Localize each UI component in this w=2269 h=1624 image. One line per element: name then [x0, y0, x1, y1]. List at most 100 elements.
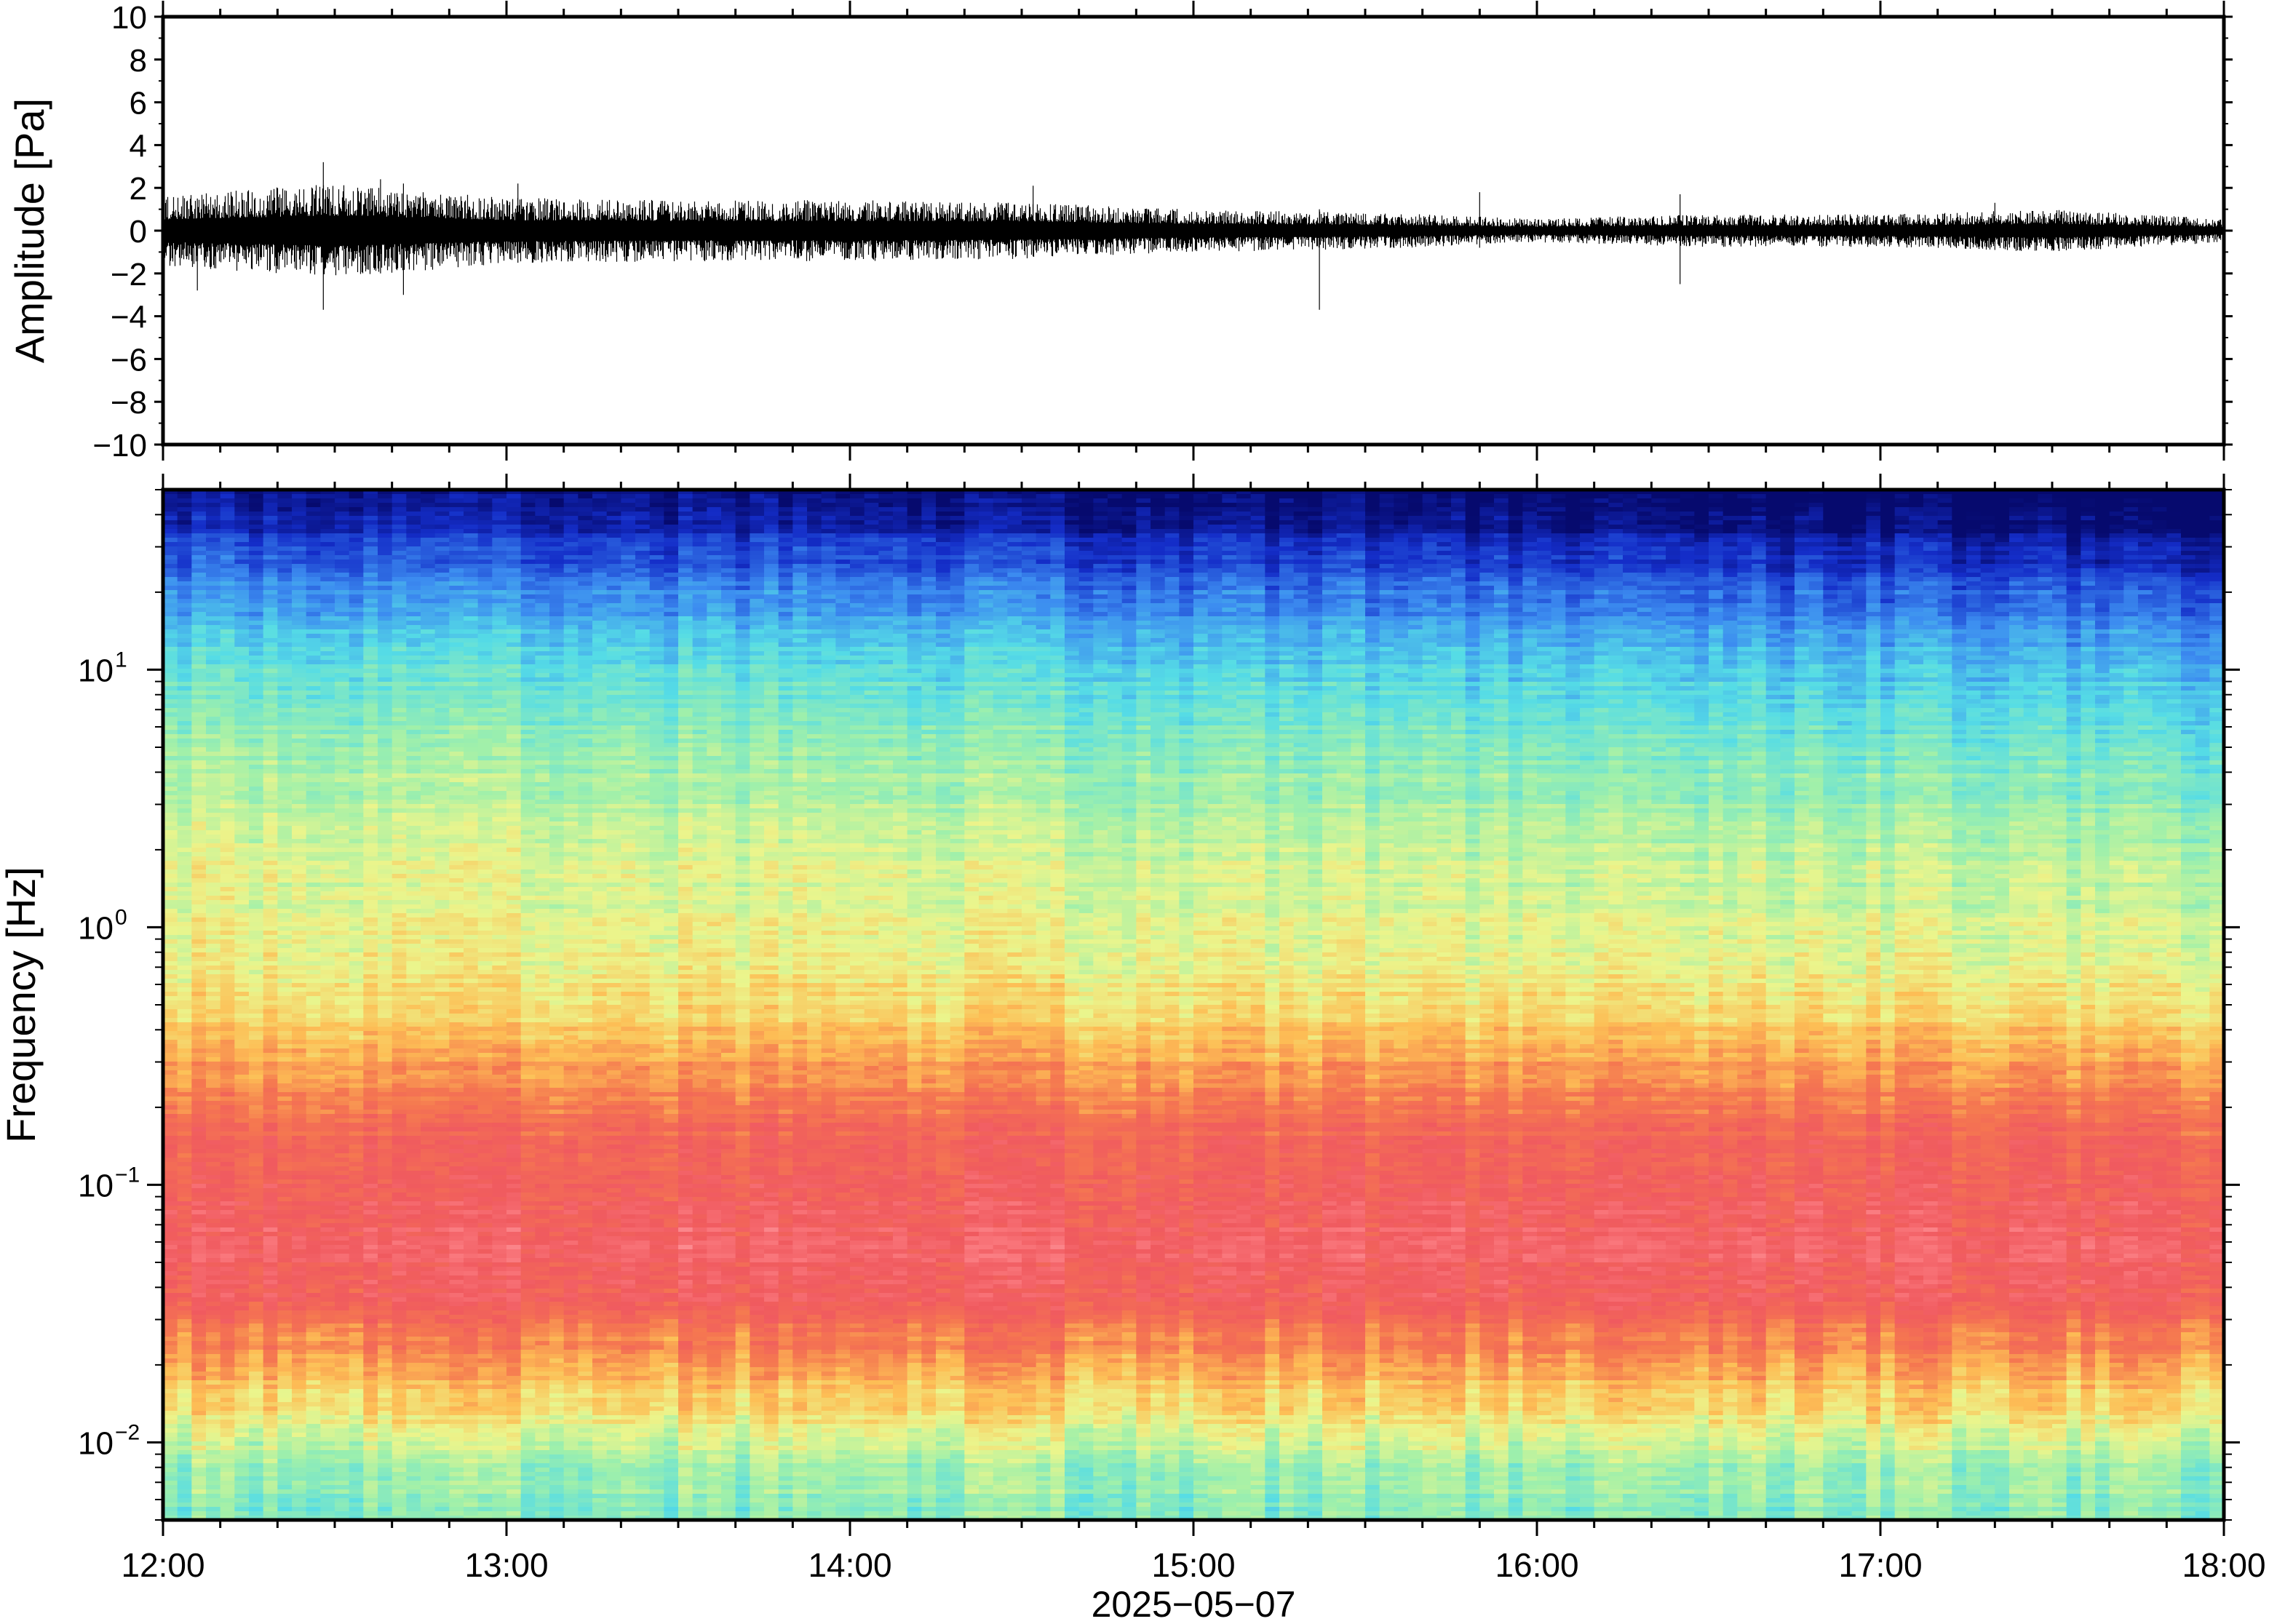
spectrogram-cell	[792, 507, 807, 512]
spectrogram-cell	[2095, 512, 2110, 517]
spectrogram-cell	[1394, 533, 1408, 538]
spectrogram-cell	[2153, 599, 2167, 604]
spectrogram-cell	[693, 512, 707, 517]
spectrogram-cell	[1637, 616, 1652, 621]
spectrogram-cell	[1880, 498, 1895, 503]
spectrogram-cell	[1565, 494, 1580, 499]
spectrogram-cell	[1723, 529, 1738, 534]
spectrogram-cell	[907, 546, 922, 552]
spectrogram-cell	[1565, 603, 1580, 608]
spectrogram-cell	[865, 594, 879, 600]
spectrogram-cell	[506, 634, 521, 639]
spectrogram-cell	[979, 634, 993, 639]
spectrogram-cell	[220, 573, 235, 578]
spectrogram-cell	[650, 629, 664, 634]
spectrogram-cell	[378, 533, 392, 538]
spectrogram-cell	[1337, 625, 1351, 630]
spectrogram-cell	[1651, 538, 1666, 543]
spectrogram-cell	[764, 560, 779, 565]
spectrogram-cell	[549, 564, 564, 569]
spectrogram-cell	[1752, 577, 1766, 582]
spectrogram-cell	[521, 560, 536, 565]
spectrogram-cell	[1666, 586, 1680, 591]
spectrogram-cell	[850, 608, 865, 613]
spectrogram-cell	[2110, 560, 2124, 565]
spectrogram-cell	[1723, 603, 1738, 608]
spectrogram-cell	[750, 546, 764, 552]
spectrogram-cell	[506, 603, 521, 608]
spectrogram-cell	[979, 564, 993, 569]
spectrogram-cell	[549, 599, 564, 604]
spectrogram-cell	[850, 507, 865, 512]
spectrogram-cell	[306, 533, 321, 538]
spectrogram-cell	[521, 586, 536, 591]
spectrogram-cell	[1294, 503, 1308, 508]
spectrogram-cell	[1580, 616, 1594, 621]
spectrogram-cell	[1551, 568, 1566, 573]
spectrogram-cell	[578, 551, 592, 556]
spectrogram-cell	[921, 612, 936, 617]
spectrogram-cell	[693, 634, 707, 639]
spectrogram-cell	[1938, 498, 1952, 503]
spectrogram-cell	[1208, 594, 1223, 600]
spectrogram-cell	[1165, 560, 1180, 565]
spectrogram-cell	[1580, 533, 1594, 538]
spectrogram-cell	[1208, 542, 1223, 547]
spectrogram-cell	[1795, 538, 1809, 543]
spectrogram-cell	[492, 634, 506, 639]
spectrogram-cell	[1065, 503, 1079, 508]
spectrogram-cell	[1423, 555, 1437, 560]
spectrogram-cell	[1065, 507, 1079, 512]
spectrogram-cell	[1093, 603, 1108, 608]
spectrogram-cell	[1251, 577, 1265, 582]
spectrogram-cell	[1151, 629, 1165, 634]
spectrogram-cell	[678, 590, 693, 595]
spectrogram-cell	[1966, 599, 1981, 604]
spectrogram-cell	[1981, 608, 1995, 613]
spectrogram-cell	[535, 503, 549, 508]
spectrogram-cell	[1108, 581, 1122, 586]
spectrogram-cell	[2196, 608, 2210, 613]
spectrogram-cell	[1709, 533, 1723, 538]
spectrogram-cell	[178, 577, 192, 582]
spectrogram-cell	[807, 494, 822, 499]
spectrogram-cell	[1866, 538, 1880, 543]
spectrogram-cell	[1093, 542, 1108, 547]
spectrogram-cell	[1351, 581, 1365, 586]
spectrogram-cell	[449, 590, 464, 595]
spectrogram-cell	[1680, 625, 1695, 630]
spectrogram-cell	[2166, 612, 2181, 617]
spectrogram-cell	[1351, 516, 1365, 521]
spectrogram-cell	[464, 533, 478, 538]
spectrogram-cell	[320, 498, 335, 503]
spectrogram-cell	[1108, 608, 1122, 613]
spectrogram-cell	[1509, 551, 1523, 556]
spectrogram-cell	[1952, 525, 1966, 530]
spectrogram-cell	[1923, 629, 1938, 634]
spectrogram-cell	[2138, 573, 2153, 578]
spectrogram-cell	[1122, 529, 1137, 534]
spectrogram-cell	[1565, 612, 1580, 617]
spectrogram-cell	[893, 599, 907, 604]
spectrogram-cell	[335, 525, 349, 530]
spectrogram-cell	[392, 516, 407, 521]
spectrogram-cell	[936, 590, 950, 595]
spectrogram-cell	[191, 625, 206, 630]
spectrogram-cell	[1265, 560, 1279, 565]
spectrogram-cell	[1623, 512, 1637, 517]
spectrogram-cell	[178, 594, 192, 600]
spectrogram-cell	[492, 594, 506, 600]
spectrogram-cell	[406, 538, 421, 543]
spectrogram-cell	[736, 625, 750, 630]
spectrogram-cell	[2153, 533, 2167, 538]
spectrogram-cell	[721, 594, 736, 600]
spectrogram-cell	[2052, 621, 2067, 626]
spectrogram-cell	[2196, 546, 2210, 552]
spectrogram-cell	[1136, 560, 1151, 565]
spectrogram-cell	[2052, 612, 2067, 617]
spectrogram-cell	[435, 608, 450, 613]
spectrogram-cell	[1050, 594, 1065, 600]
spectrogram-cell	[1852, 603, 1867, 608]
spectrogram-cell	[1007, 507, 1022, 512]
spectrogram-cell	[2024, 498, 2038, 503]
